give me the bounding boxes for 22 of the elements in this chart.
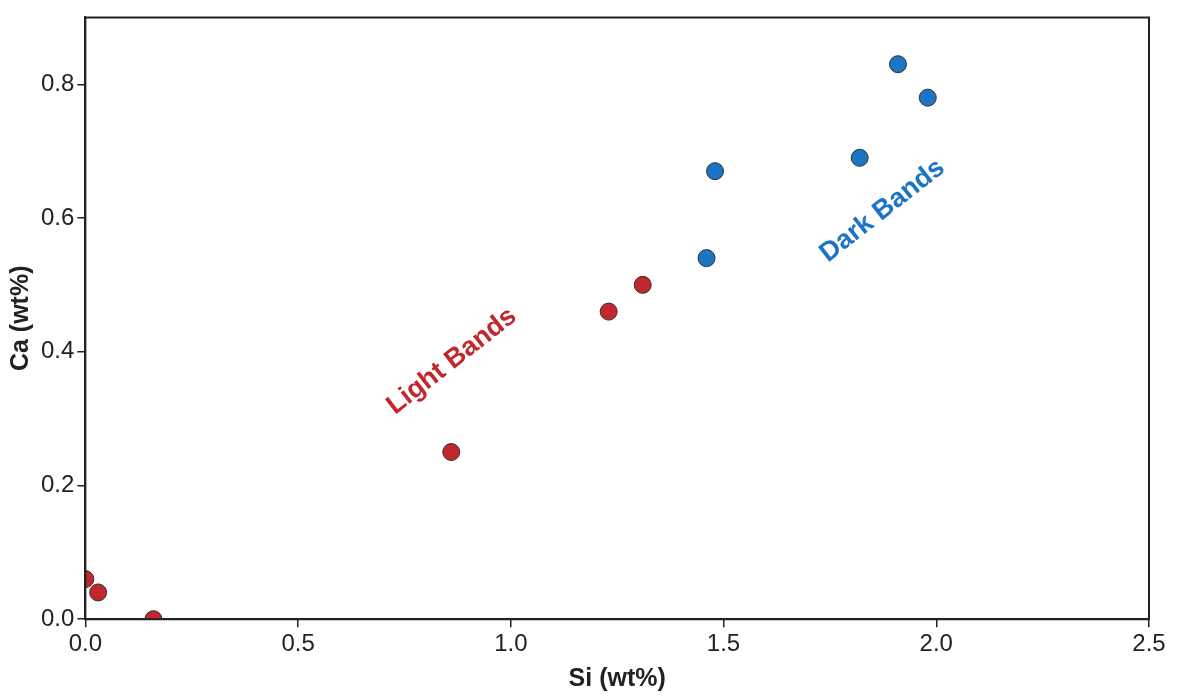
point <box>706 162 725 181</box>
x-tick-label: 2.5 <box>1132 629 1166 657</box>
x-tick-label: 2.0 <box>919 629 953 657</box>
point <box>888 55 907 74</box>
point <box>599 302 618 321</box>
point <box>89 583 108 602</box>
y-tick-label: 0.8 <box>40 68 75 96</box>
x-tick-label: 0.5 <box>281 629 315 657</box>
point <box>850 148 869 167</box>
y-tick-label: 0.2 <box>40 470 75 498</box>
point <box>442 443 461 462</box>
y-tick-label: 0.0 <box>40 603 75 631</box>
point <box>697 249 716 268</box>
x-axis-title: Si (wt%) <box>568 662 666 691</box>
y-tick-label: 0.6 <box>40 202 75 230</box>
y-axis-title: Ca (wt%) <box>4 265 33 372</box>
point <box>633 275 652 294</box>
x-tick-label: 1.5 <box>706 629 741 657</box>
point <box>918 88 937 107</box>
y-tick-label: 0.4 <box>40 336 75 364</box>
x-tick-label: 0.0 <box>68 629 103 657</box>
x-tick-label: 1.0 <box>494 629 528 657</box>
